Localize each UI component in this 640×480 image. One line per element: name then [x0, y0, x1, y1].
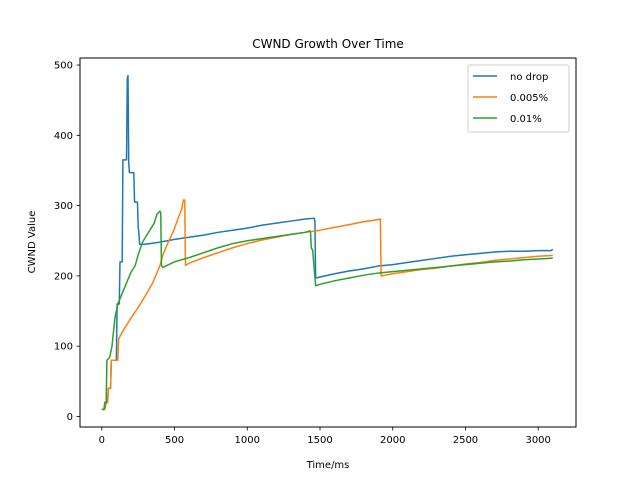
- y-tick-label: 300: [54, 201, 73, 212]
- x-tick-label: 1500: [307, 435, 332, 446]
- series-group: [101, 74, 554, 411]
- series-line-0: [101, 74, 554, 411]
- y-axis-ticks: 0 100 200 300 400 500: [54, 61, 80, 423]
- x-axis-ticks: 0 500 1000 1500 2000 2500 3000: [99, 427, 551, 446]
- legend-label-1: 0.005%: [510, 93, 548, 104]
- y-axis-label: CWND Value: [27, 211, 38, 274]
- y-tick-label: 100: [54, 342, 73, 353]
- chart-title: CWND Growth Over Time: [252, 37, 404, 51]
- y-tick-label: 0: [67, 412, 73, 423]
- y-tick-label: 500: [54, 61, 73, 72]
- plot-frame: [79, 57, 577, 428]
- series-line-2: [101, 210, 554, 411]
- x-tick-label: 2000: [380, 435, 405, 446]
- x-tick-label: 1000: [235, 435, 260, 446]
- x-tick-label: 0: [99, 435, 105, 446]
- y-tick-label: 200: [54, 271, 73, 282]
- y-tick-label: 400: [54, 131, 73, 142]
- x-axis-label: Time/ms: [306, 460, 350, 471]
- legend-label-0: no drop: [510, 72, 548, 83]
- legend-frame: [467, 64, 570, 133]
- x-tick-label: 3000: [525, 435, 550, 446]
- x-tick-label: 2500: [453, 435, 478, 446]
- legend-label-2: 0.01%: [510, 114, 542, 125]
- x-tick-label: 500: [165, 435, 184, 446]
- legend: no drop 0.005% 0.01%: [467, 64, 570, 133]
